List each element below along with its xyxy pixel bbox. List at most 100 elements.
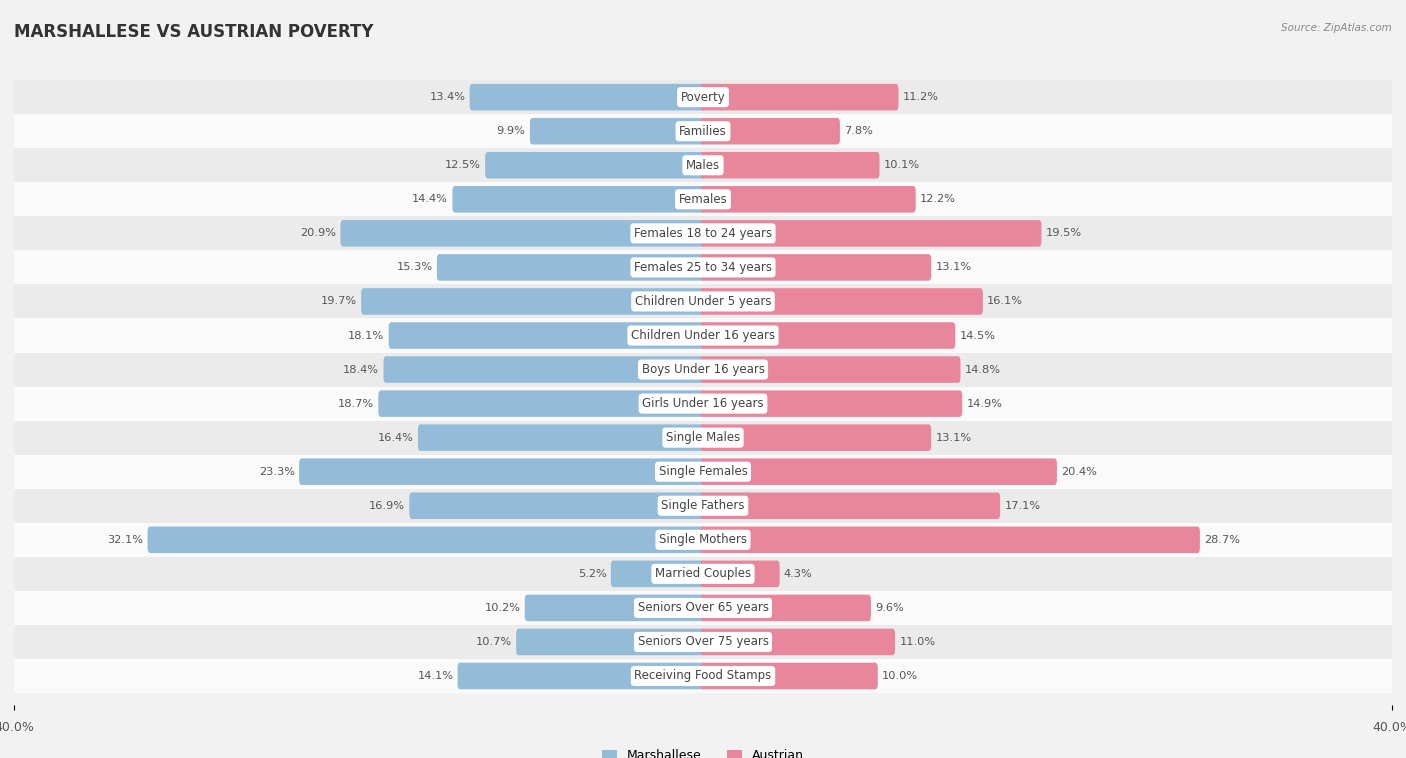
Text: 19.7%: 19.7%	[321, 296, 357, 306]
Text: 14.9%: 14.9%	[966, 399, 1002, 409]
FancyBboxPatch shape	[700, 356, 960, 383]
Text: 20.4%: 20.4%	[1062, 467, 1097, 477]
Bar	[14, 80, 1392, 114]
FancyBboxPatch shape	[340, 220, 706, 246]
Bar	[14, 523, 1392, 557]
Bar	[14, 149, 1392, 182]
Text: 13.4%: 13.4%	[429, 92, 465, 102]
Text: 14.8%: 14.8%	[965, 365, 1001, 374]
Text: Females 25 to 34 years: Females 25 to 34 years	[634, 261, 772, 274]
FancyBboxPatch shape	[700, 84, 898, 111]
Text: 16.4%: 16.4%	[378, 433, 413, 443]
Text: Receiving Food Stamps: Receiving Food Stamps	[634, 669, 772, 682]
FancyBboxPatch shape	[700, 152, 880, 179]
Text: 4.3%: 4.3%	[785, 568, 813, 579]
FancyBboxPatch shape	[457, 662, 706, 689]
FancyBboxPatch shape	[700, 561, 780, 587]
Bar	[14, 489, 1392, 523]
Text: 10.7%: 10.7%	[475, 637, 512, 647]
Bar	[14, 318, 1392, 352]
Text: Females: Females	[679, 193, 727, 206]
Bar	[14, 659, 1392, 693]
Bar	[14, 455, 1392, 489]
Text: Single Females: Single Females	[658, 465, 748, 478]
FancyBboxPatch shape	[700, 493, 1000, 519]
Text: 14.5%: 14.5%	[960, 330, 995, 340]
Bar	[14, 421, 1392, 455]
Text: Married Couples: Married Couples	[655, 567, 751, 581]
FancyBboxPatch shape	[700, 186, 915, 212]
Text: Males: Males	[686, 158, 720, 172]
FancyBboxPatch shape	[437, 254, 706, 280]
FancyBboxPatch shape	[516, 628, 706, 655]
Text: Families: Families	[679, 125, 727, 138]
FancyBboxPatch shape	[700, 662, 877, 689]
FancyBboxPatch shape	[700, 390, 962, 417]
Bar	[14, 625, 1392, 659]
Text: 16.9%: 16.9%	[368, 501, 405, 511]
FancyBboxPatch shape	[378, 390, 706, 417]
Text: 11.0%: 11.0%	[900, 637, 935, 647]
FancyBboxPatch shape	[700, 594, 870, 621]
Text: 14.1%: 14.1%	[418, 671, 453, 681]
Text: Children Under 5 years: Children Under 5 years	[634, 295, 772, 308]
Text: 18.4%: 18.4%	[343, 365, 380, 374]
Bar	[14, 284, 1392, 318]
Text: Single Males: Single Males	[666, 431, 740, 444]
Bar	[14, 352, 1392, 387]
FancyBboxPatch shape	[700, 424, 931, 451]
Text: 15.3%: 15.3%	[396, 262, 433, 272]
Text: 23.3%: 23.3%	[259, 467, 295, 477]
Text: Single Fathers: Single Fathers	[661, 500, 745, 512]
Text: 17.1%: 17.1%	[1004, 501, 1040, 511]
FancyBboxPatch shape	[700, 322, 955, 349]
Text: 13.1%: 13.1%	[935, 262, 972, 272]
Text: MARSHALLESE VS AUSTRIAN POVERTY: MARSHALLESE VS AUSTRIAN POVERTY	[14, 23, 374, 41]
Bar	[14, 557, 1392, 591]
Text: 28.7%: 28.7%	[1204, 535, 1240, 545]
FancyBboxPatch shape	[700, 628, 896, 655]
Text: 7.8%: 7.8%	[844, 127, 873, 136]
FancyBboxPatch shape	[361, 288, 706, 315]
Text: 10.0%: 10.0%	[882, 671, 918, 681]
Text: 9.6%: 9.6%	[875, 603, 904, 613]
FancyBboxPatch shape	[700, 527, 1199, 553]
FancyBboxPatch shape	[610, 561, 706, 587]
FancyBboxPatch shape	[453, 186, 706, 212]
Bar	[14, 591, 1392, 625]
FancyBboxPatch shape	[384, 356, 706, 383]
Bar	[14, 114, 1392, 149]
FancyBboxPatch shape	[530, 118, 706, 145]
Text: Single Mothers: Single Mothers	[659, 534, 747, 547]
Text: 11.2%: 11.2%	[903, 92, 939, 102]
FancyBboxPatch shape	[700, 288, 983, 315]
Text: 12.5%: 12.5%	[444, 160, 481, 171]
Text: Females 18 to 24 years: Females 18 to 24 years	[634, 227, 772, 240]
Text: 19.5%: 19.5%	[1046, 228, 1081, 238]
Text: Seniors Over 75 years: Seniors Over 75 years	[637, 635, 769, 648]
Bar	[14, 387, 1392, 421]
Text: 5.2%: 5.2%	[578, 568, 606, 579]
Text: 14.4%: 14.4%	[412, 194, 449, 205]
FancyBboxPatch shape	[418, 424, 706, 451]
Text: 20.9%: 20.9%	[299, 228, 336, 238]
Text: Girls Under 16 years: Girls Under 16 years	[643, 397, 763, 410]
Bar	[14, 250, 1392, 284]
Text: Poverty: Poverty	[681, 91, 725, 104]
Text: 10.2%: 10.2%	[485, 603, 520, 613]
FancyBboxPatch shape	[700, 220, 1042, 246]
Text: 16.1%: 16.1%	[987, 296, 1024, 306]
Text: 13.1%: 13.1%	[935, 433, 972, 443]
Bar	[14, 182, 1392, 216]
Text: 9.9%: 9.9%	[496, 127, 526, 136]
Text: Seniors Over 65 years: Seniors Over 65 years	[637, 601, 769, 615]
Legend: Marshallese, Austrian: Marshallese, Austrian	[602, 750, 804, 758]
Bar	[14, 216, 1392, 250]
Text: 12.2%: 12.2%	[920, 194, 956, 205]
FancyBboxPatch shape	[485, 152, 706, 179]
FancyBboxPatch shape	[299, 459, 706, 485]
Text: Source: ZipAtlas.com: Source: ZipAtlas.com	[1281, 23, 1392, 33]
FancyBboxPatch shape	[409, 493, 706, 519]
FancyBboxPatch shape	[700, 459, 1057, 485]
Text: Children Under 16 years: Children Under 16 years	[631, 329, 775, 342]
